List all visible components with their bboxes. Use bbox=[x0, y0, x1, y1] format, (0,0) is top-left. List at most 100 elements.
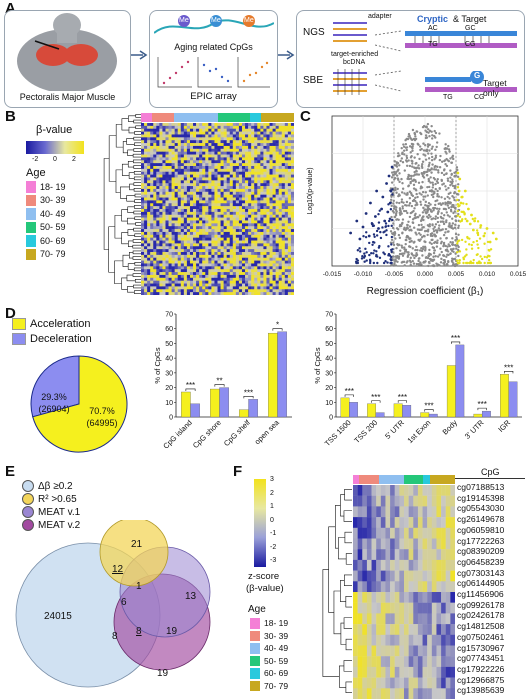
heatmap-cell bbox=[445, 581, 451, 593]
heatmap-cell bbox=[278, 123, 283, 127]
heatmap-cell bbox=[202, 252, 206, 256]
heatmap-cell bbox=[199, 272, 203, 276]
heatmap-cell bbox=[196, 168, 200, 173]
heatmap-cell bbox=[144, 292, 148, 295]
volcano-point bbox=[447, 144, 450, 148]
heatmap-cell bbox=[431, 495, 437, 507]
heatmap-cell bbox=[394, 656, 400, 668]
volcano-point bbox=[407, 220, 410, 223]
heatmap-cell bbox=[199, 209, 203, 213]
heatmap-cell bbox=[254, 274, 258, 279]
heatmap-cell bbox=[235, 174, 240, 178]
heatmap-cell bbox=[177, 214, 182, 218]
heatmap-cell bbox=[177, 243, 182, 247]
heatmap-cell bbox=[357, 485, 363, 496]
bar-acceleration bbox=[340, 397, 350, 418]
heatmap-cell bbox=[196, 203, 200, 207]
heatmap-cell bbox=[272, 231, 276, 236]
heatmap-cell bbox=[269, 249, 273, 253]
heatmap-cell bbox=[171, 171, 175, 175]
heatmap-cell bbox=[199, 140, 203, 144]
heatmap-cell bbox=[183, 257, 188, 261]
volcano-highlight-point bbox=[466, 236, 469, 240]
heatmap-cell bbox=[165, 168, 169, 173]
volcano-point bbox=[453, 198, 456, 202]
heatmap-cell bbox=[144, 246, 148, 250]
heatmap-cell bbox=[284, 272, 289, 276]
heatmap-cell bbox=[205, 191, 209, 195]
volcano-point bbox=[449, 157, 452, 160]
heatmap-cell bbox=[248, 168, 252, 173]
volcano-point bbox=[456, 192, 459, 196]
heatmap-cell bbox=[284, 137, 289, 141]
heatmap-cell bbox=[385, 506, 391, 518]
heatmap-cell bbox=[257, 286, 261, 290]
heatmap-cell bbox=[241, 243, 246, 247]
heatmap-cell bbox=[156, 128, 160, 132]
heatmap-cell bbox=[275, 286, 279, 290]
heatmap-cell bbox=[287, 260, 292, 264]
dendrogram-branch bbox=[133, 210, 142, 215]
heatmap-cell bbox=[251, 154, 255, 158]
heatmap-cell bbox=[427, 688, 433, 699]
heatmap-cell bbox=[162, 137, 166, 141]
heatmap-cell bbox=[238, 191, 243, 195]
heatmap-cell bbox=[275, 277, 279, 281]
heatmap-cell bbox=[245, 240, 249, 244]
volcano-point bbox=[413, 156, 416, 159]
heatmap-cell bbox=[150, 243, 154, 247]
heatmap-cell bbox=[241, 143, 246, 147]
heatmap-cell bbox=[223, 266, 227, 270]
heatmap-cell bbox=[205, 143, 209, 147]
heatmap-cell bbox=[180, 183, 185, 187]
volcano-highlight-point bbox=[468, 261, 471, 265]
heatmap-cell bbox=[205, 214, 209, 218]
heatmap-cell bbox=[165, 229, 169, 233]
volcano-point bbox=[437, 171, 440, 174]
heatmap-cell bbox=[399, 581, 405, 593]
heatmap-cell bbox=[281, 145, 286, 150]
significance-bracket bbox=[504, 371, 514, 374]
heatmap-cell bbox=[208, 263, 212, 267]
heatmap-cell bbox=[235, 197, 240, 201]
heatmap-cell bbox=[165, 209, 169, 213]
heatmap-cell bbox=[226, 188, 231, 193]
heatmap-cell bbox=[168, 131, 172, 135]
volcano-highlight-point bbox=[363, 252, 366, 255]
heatmap-cell bbox=[281, 203, 286, 207]
volcano-point bbox=[393, 262, 396, 265]
heatmap-cell bbox=[251, 231, 255, 236]
dendrogram-branch bbox=[340, 622, 347, 645]
heatmap-cell bbox=[150, 137, 154, 141]
heatmap-cell bbox=[211, 180, 215, 184]
volcano-point bbox=[428, 129, 432, 133]
heatmap-cell bbox=[263, 272, 267, 276]
age-label: 40- 49 bbox=[40, 208, 66, 219]
heatmap-cell bbox=[232, 274, 237, 279]
heatmap-cell bbox=[141, 274, 145, 279]
heatmap-cell bbox=[211, 280, 215, 284]
heatmap-cell bbox=[272, 277, 276, 281]
bar-acceleration bbox=[210, 388, 220, 418]
heatmap-cell bbox=[281, 254, 286, 259]
heatmap-cell bbox=[153, 134, 157, 138]
deceleration-label: Deceleration bbox=[30, 333, 92, 345]
heatmap-cell bbox=[214, 237, 218, 241]
volcano-point bbox=[412, 262, 416, 265]
x-tick-label: -0.015 bbox=[323, 271, 342, 278]
heatmap-cell bbox=[144, 160, 148, 164]
heatmap-cell bbox=[248, 160, 252, 164]
heatmap-cell bbox=[214, 246, 218, 250]
heatmap-cell bbox=[260, 188, 264, 193]
volcano-point bbox=[407, 173, 410, 177]
heatmap-cell bbox=[171, 237, 175, 241]
heatmap-cell bbox=[431, 592, 437, 603]
heatmap-cell bbox=[441, 581, 446, 593]
heatmap-cell bbox=[226, 223, 231, 227]
heatmap-cell bbox=[390, 559, 395, 571]
heatmap-cell bbox=[284, 206, 289, 210]
volcano-point bbox=[428, 149, 431, 152]
volcano-point bbox=[446, 204, 449, 207]
heatmap-cell bbox=[205, 151, 209, 155]
